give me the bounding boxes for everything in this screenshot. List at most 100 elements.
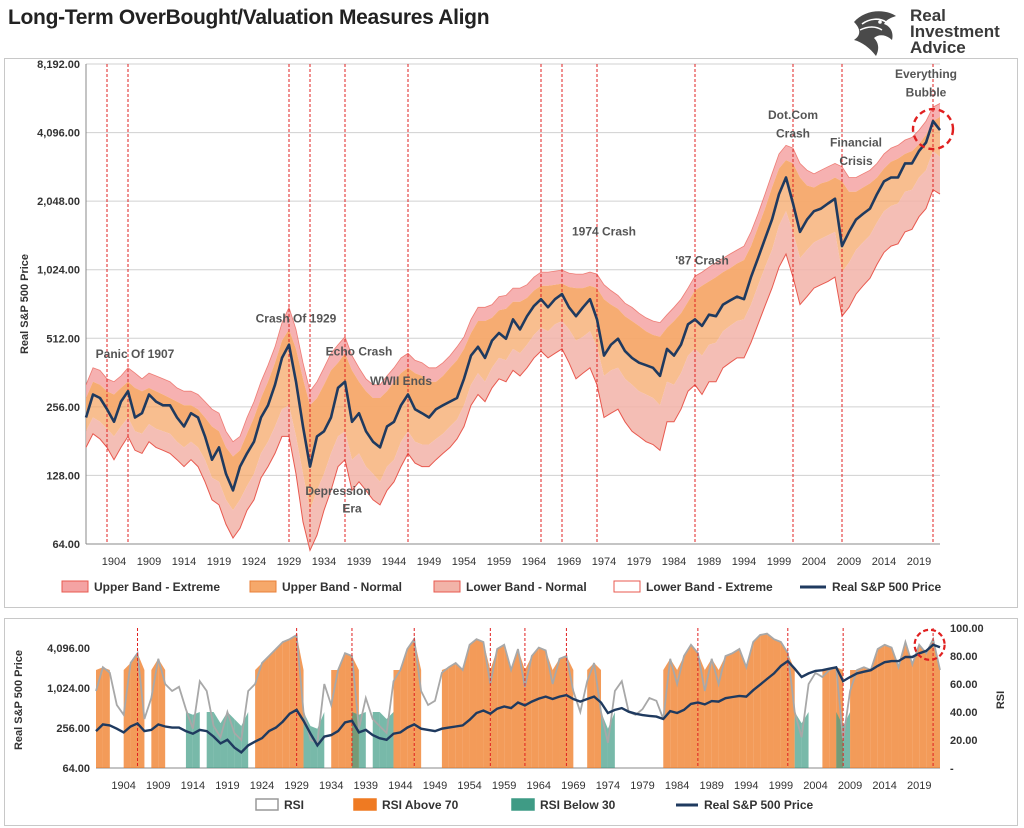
annotation-label: Crash Of 1929 <box>256 312 337 326</box>
left-y-tick-label: 1,024.00 <box>47 683 90 695</box>
legend-label: Real S&P 500 Price <box>704 798 814 812</box>
highlight-circle <box>913 628 946 661</box>
rsi-above-70-fill <box>877 644 885 768</box>
rsi-above-70-fill <box>262 656 269 768</box>
x-tick-label: 2009 <box>838 780 862 792</box>
rsi-above-70-fill <box>670 658 678 768</box>
rsi-above-70-fill <box>891 647 899 768</box>
y-tick-label: 128.00 <box>46 470 80 482</box>
x-tick-label: 1914 <box>181 780 205 792</box>
rsi-above-70-fill <box>559 656 567 768</box>
legend-item: Upper Band - Extreme <box>61 580 220 594</box>
legend-item: Real S&P 500 Price <box>800 580 942 594</box>
x-tick-label: 2014 <box>872 780 896 792</box>
x-tick-label: 1999 <box>767 556 791 568</box>
y-tick-label: 4,096.00 <box>37 128 80 140</box>
rsi-above-70-fill <box>898 642 906 768</box>
rsi-above-70-fill <box>829 667 837 768</box>
x-tick-label: 2004 <box>802 556 826 568</box>
rsi-above-70-fill <box>767 633 774 768</box>
main-chart-panel <box>4 58 1018 608</box>
rsi-above-70-fill <box>296 635 304 768</box>
rsi-above-70-fill <box>289 635 297 768</box>
rsi-below-30-fill <box>372 712 380 768</box>
legend-label: RSI <box>284 798 304 812</box>
rsi-above-70-fill <box>711 658 719 768</box>
rsi-above-70-fill <box>912 644 920 768</box>
rsi-above-70-fill <box>587 663 595 768</box>
right-y-tick-label: 20.00 <box>950 735 978 747</box>
right-y-tick-label: 40.00 <box>950 707 978 719</box>
right-y-tick-label: 60.00 <box>950 679 978 691</box>
x-tick-label: 1919 <box>207 556 231 568</box>
rsi-above-70-fill <box>137 653 145 768</box>
rsi-above-70-fill <box>725 653 733 768</box>
x-tick-label: 1949 <box>423 780 447 792</box>
rsi-above-70-fill <box>414 639 422 768</box>
rsi-above-70-fill <box>275 642 283 768</box>
y-tick-label: 64.00 <box>52 539 80 551</box>
rsi-above-70-fill <box>102 667 110 768</box>
rsi-chart: 64.00 256.00 1,024.00 4,096.00 - 20.00 40.00 60… <box>13 623 1007 792</box>
legend-label: Lower Band - Extreme <box>646 580 773 594</box>
annotation-label: Panic Of 1907 <box>96 347 175 361</box>
annotation-label: Era <box>342 501 362 515</box>
left-y-tick-label: 4,096.00 <box>47 643 90 655</box>
rsi-above-70-fill <box>787 653 795 768</box>
legend-label: RSI Below 30 <box>540 798 616 812</box>
x-tick-label: 1944 <box>388 780 412 792</box>
rsi-below-30-fill <box>351 712 359 768</box>
x-tick-label: 1939 <box>347 556 371 568</box>
rsi-above-70-fill <box>393 670 401 768</box>
x-tick-label: 1964 <box>527 780 551 792</box>
y-tick-label: 1,024.00 <box>37 265 80 277</box>
rsi-above-70-fill <box>158 658 166 768</box>
x-tick-label: 1954 <box>452 556 476 568</box>
x-tick-label: 2004 <box>803 780 827 792</box>
legend-swatch <box>255 798 279 811</box>
rsi-above-70-fill <box>282 639 290 768</box>
lower-band-extreme-line <box>85 188 941 552</box>
rsi-below-30-fill <box>220 712 228 768</box>
x-tick-label: 1994 <box>734 780 758 792</box>
x-tick-label: 1969 <box>557 556 581 568</box>
rsi-above-70-fill <box>130 653 138 768</box>
x-tick-label: 1929 <box>284 780 308 792</box>
annotation-label: Financial <box>830 136 882 150</box>
y-tick-label: 8,192.00 <box>37 59 80 71</box>
x-tick-label: 1909 <box>146 780 170 792</box>
rsi-above-70-fill <box>531 647 539 768</box>
legend-swatch <box>613 580 641 593</box>
x-tick-label: 1939 <box>354 780 378 792</box>
rsi-above-70-fill <box>448 663 456 768</box>
x-tick-label: 2019 <box>907 780 931 792</box>
rsi-above-70-fill <box>524 656 532 768</box>
page-title: Long-Term OverBought/Valuation Measures … <box>8 6 490 29</box>
x-tick-label: 2009 <box>837 556 861 568</box>
rsi-above-70-fill <box>718 656 726 768</box>
rsi-above-70-fill <box>732 649 740 768</box>
annotation-label: Echo Crash <box>326 345 393 359</box>
logo-wordmark: Real Investment Advice <box>910 7 1000 56</box>
rsi-above-70-fill <box>455 663 463 768</box>
x-tick-label: 1989 <box>697 556 721 568</box>
x-tick-label: 1969 <box>561 780 585 792</box>
legend-swatch <box>433 580 461 593</box>
rsi-below-30-fill <box>358 712 366 768</box>
annotation-label: Crash <box>776 126 810 140</box>
rsi-below-30-fill <box>310 726 318 768</box>
rsi-above-70-fill <box>511 649 518 768</box>
y-axis-title: Real S&P 500 Price <box>19 254 31 354</box>
rsi-above-70-fill <box>690 644 698 768</box>
annotation-label: 1974 Crash <box>572 224 636 238</box>
x-tick-label: 1984 <box>665 780 689 792</box>
x-tick-label: 1924 <box>250 780 274 792</box>
x-tick-label: 1979 <box>630 780 654 792</box>
x-tick-label: 1979 <box>627 556 651 568</box>
x-tick-label: 1919 <box>215 780 239 792</box>
legend-label: RSI Above 70 <box>382 798 459 812</box>
y-tick-label: 2,048.00 <box>37 196 80 208</box>
legend-swatch <box>353 798 377 811</box>
highlight-circle <box>911 107 955 151</box>
